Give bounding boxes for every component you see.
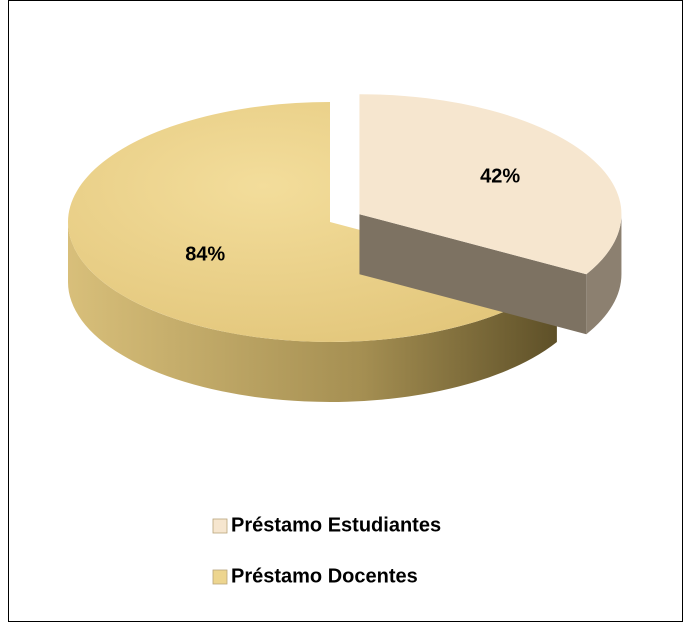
legend-swatch	[212, 569, 228, 585]
slice	[359, 94, 622, 275]
data-label: 84%	[185, 243, 225, 265]
legend-label: Préstamo Docentes	[231, 565, 418, 587]
legend-swatch	[212, 518, 228, 534]
data-label: 42%	[480, 165, 520, 187]
slice-side	[68, 222, 557, 403]
legend-label: Préstamo Estudiantes	[231, 514, 441, 536]
slice-wall	[359, 214, 587, 335]
slice-side	[586, 214, 622, 335]
